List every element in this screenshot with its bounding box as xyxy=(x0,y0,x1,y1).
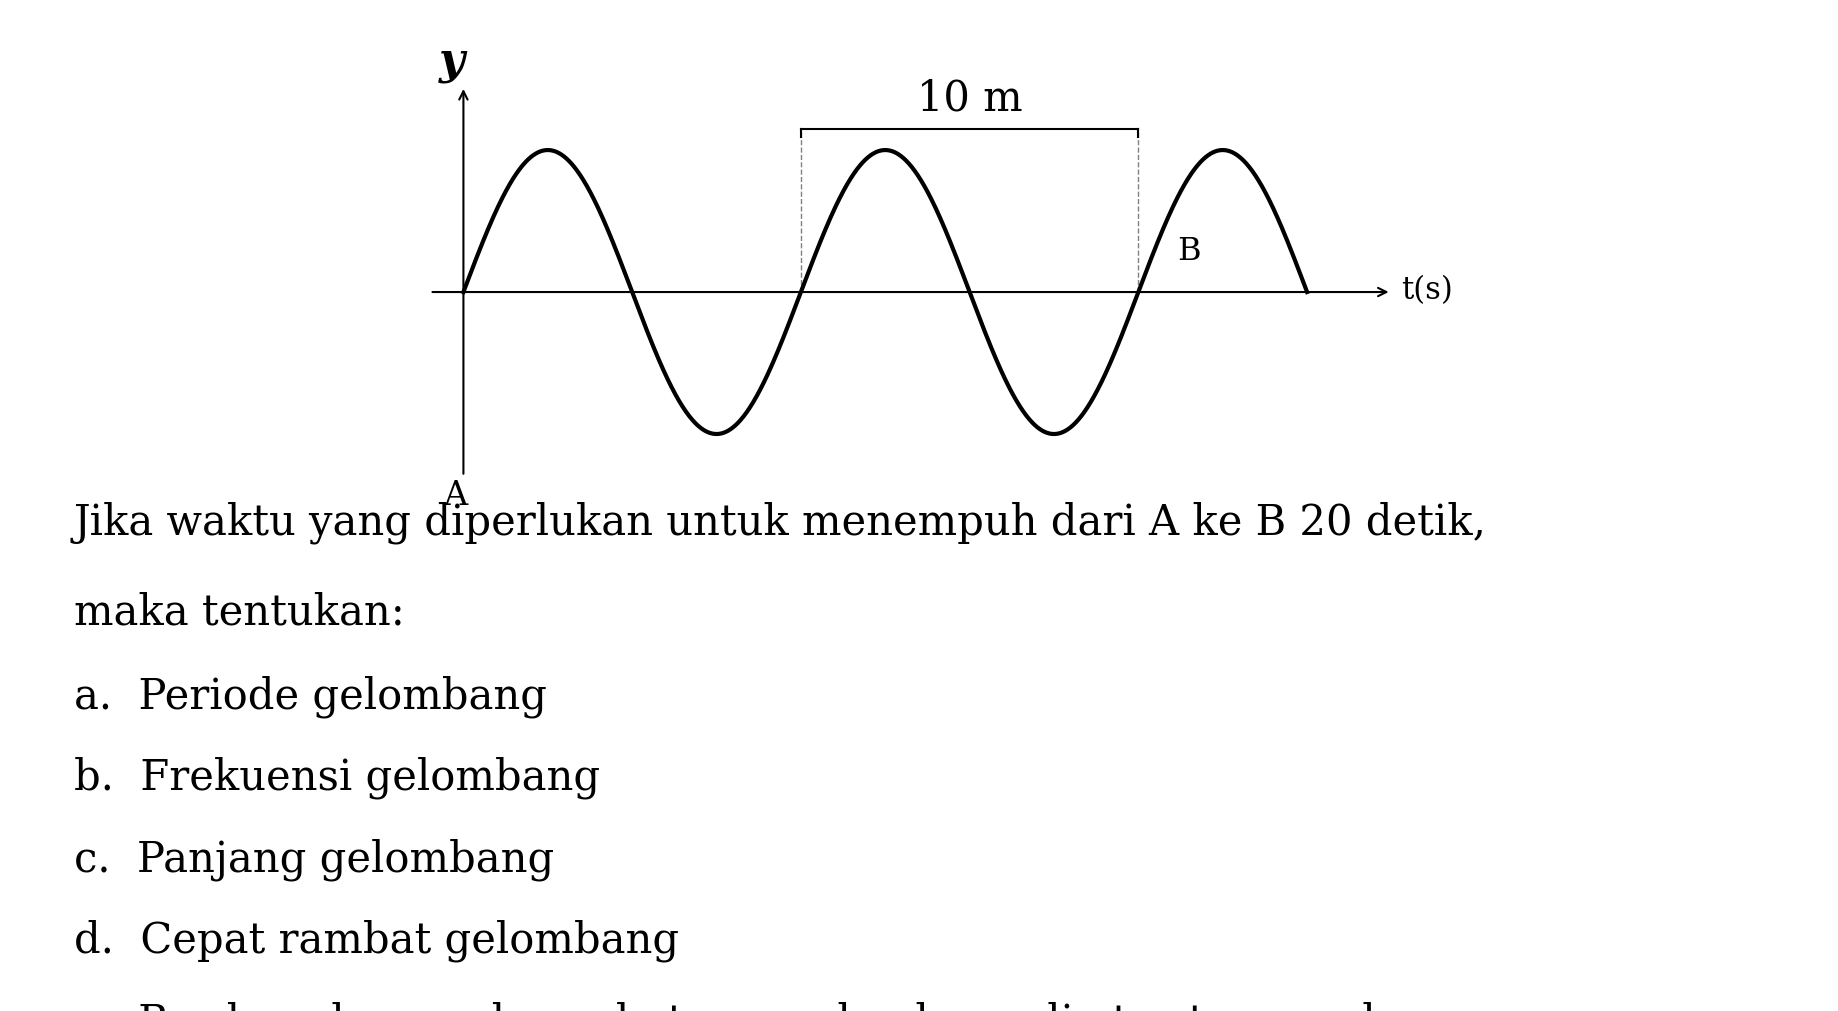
Text: y: y xyxy=(439,39,465,83)
Text: d.  Cepat rambat gelombang: d. Cepat rambat gelombang xyxy=(74,919,678,961)
Text: a.  Periode gelombang: a. Periode gelombang xyxy=(74,674,546,717)
Text: A: A xyxy=(443,480,467,512)
Text: b.  Frekuensi gelombang: b. Frekuensi gelombang xyxy=(74,756,599,799)
Text: B: B xyxy=(1176,237,1200,267)
Text: Jika waktu yang diperlukan untuk menempuh dari A ke B 20 detik,: Jika waktu yang diperlukan untuk menempu… xyxy=(74,501,1487,544)
Text: maka tentukan:: maka tentukan: xyxy=(74,590,404,633)
Text: t(s): t(s) xyxy=(1402,274,1454,305)
Text: c.  Panjang gelombang: c. Panjang gelombang xyxy=(74,837,553,880)
Text: 10 m: 10 m xyxy=(917,78,1022,119)
Text: e.  Berdasarkan arah rambatnya, gelombang di atas termasuk: e. Berdasarkan arah rambatnya, gelombang… xyxy=(74,1001,1388,1011)
